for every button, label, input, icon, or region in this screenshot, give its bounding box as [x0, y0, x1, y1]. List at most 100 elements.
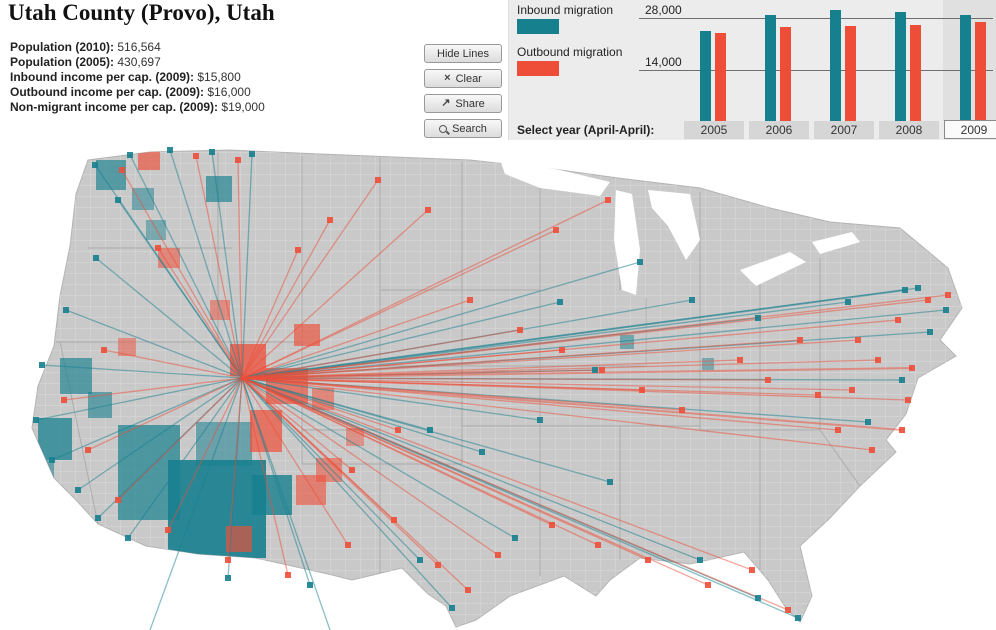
- bar-inbound-2009[interactable]: [960, 15, 971, 121]
- destination-county-outbound[interactable]: [119, 167, 125, 173]
- destination-county-outbound[interactable]: [295, 247, 301, 253]
- year-tab-2007[interactable]: 2007: [814, 121, 874, 139]
- destination-county-inbound[interactable]: [225, 575, 231, 581]
- county-region[interactable]: [28, 460, 54, 494]
- destination-county-outbound[interactable]: [285, 572, 291, 578]
- destination-county-outbound[interactable]: [85, 447, 91, 453]
- bar-outbound-2006[interactable]: [780, 27, 791, 121]
- county-region[interactable]: [132, 188, 154, 210]
- destination-county-outbound[interactable]: [327, 217, 333, 223]
- county-region[interactable]: [158, 248, 180, 268]
- destination-county-outbound[interactable]: [595, 542, 601, 548]
- destination-county-outbound[interactable]: [349, 467, 355, 473]
- destination-county-inbound[interactable]: [865, 419, 871, 425]
- county-region[interactable]: [206, 176, 232, 202]
- destination-county-inbound[interactable]: [307, 582, 313, 588]
- bar-outbound-2009[interactable]: [975, 22, 986, 121]
- destination-county-inbound[interactable]: [93, 255, 99, 261]
- destination-county-inbound[interactable]: [927, 329, 933, 335]
- county-region[interactable]: [38, 418, 72, 460]
- destination-county-inbound[interactable]: [755, 595, 761, 601]
- destination-county-inbound[interactable]: [902, 287, 908, 293]
- destination-county-outbound[interactable]: [909, 365, 915, 371]
- destination-county-outbound[interactable]: [425, 207, 431, 213]
- destination-county-outbound[interactable]: [549, 522, 555, 528]
- bar-inbound-2008[interactable]: [895, 12, 906, 121]
- destination-county-outbound[interactable]: [705, 582, 711, 588]
- share-button[interactable]: ↗ Share: [424, 94, 502, 113]
- destination-county-outbound[interactable]: [737, 357, 743, 363]
- destination-county-outbound[interactable]: [895, 317, 901, 323]
- destination-county-outbound[interactable]: [645, 557, 651, 563]
- us-county-map[interactable]: [0, 130, 996, 630]
- destination-county-outbound[interactable]: [849, 387, 855, 393]
- destination-county-inbound[interactable]: [167, 147, 173, 153]
- bar-inbound-2005[interactable]: [700, 31, 711, 121]
- destination-county-outbound[interactable]: [765, 377, 771, 383]
- destination-county-outbound[interactable]: [517, 327, 523, 333]
- bar-inbound-2006[interactable]: [765, 15, 776, 121]
- bar-inbound-2007[interactable]: [830, 10, 841, 121]
- destination-county-inbound[interactable]: [39, 362, 45, 368]
- search-button[interactable]: Search: [424, 119, 502, 138]
- destination-county-inbound[interactable]: [795, 615, 801, 621]
- destination-county-outbound[interactable]: [875, 357, 881, 363]
- destination-county-outbound[interactable]: [559, 347, 565, 353]
- county-region[interactable]: [296, 475, 326, 505]
- destination-county-outbound[interactable]: [835, 427, 841, 433]
- destination-county-outbound[interactable]: [925, 297, 931, 303]
- destination-county-outbound[interactable]: [155, 245, 161, 251]
- year-tab-2008[interactable]: 2008: [879, 121, 939, 139]
- destination-county-outbound[interactable]: [553, 227, 559, 233]
- destination-county-inbound[interactable]: [417, 557, 423, 563]
- destination-county-outbound[interactable]: [815, 392, 821, 398]
- destination-county-inbound[interactable]: [537, 417, 543, 423]
- destination-county-outbound[interactable]: [797, 337, 803, 343]
- destination-county-inbound[interactable]: [449, 605, 455, 611]
- destination-county-outbound[interactable]: [395, 427, 401, 433]
- destination-county-outbound[interactable]: [467, 297, 473, 303]
- destination-county-outbound[interactable]: [905, 397, 911, 403]
- county-region[interactable]: [294, 324, 320, 346]
- destination-county-outbound[interactable]: [165, 527, 171, 533]
- destination-county-inbound[interactable]: [115, 197, 121, 203]
- destination-county-inbound[interactable]: [33, 417, 39, 423]
- county-region[interactable]: [118, 338, 136, 356]
- bar-outbound-2008[interactable]: [910, 25, 921, 121]
- destination-county-inbound[interactable]: [427, 427, 433, 433]
- destination-county-outbound[interactable]: [785, 607, 791, 613]
- destination-county-inbound[interactable]: [697, 557, 703, 563]
- destination-county-inbound[interactable]: [49, 457, 55, 463]
- destination-county-inbound[interactable]: [915, 285, 921, 291]
- destination-county-inbound[interactable]: [95, 515, 101, 521]
- destination-county-outbound[interactable]: [225, 557, 231, 563]
- destination-county-outbound[interactable]: [599, 367, 605, 373]
- destination-county-inbound[interactable]: [209, 149, 215, 155]
- destination-county-inbound[interactable]: [637, 259, 643, 265]
- destination-county-inbound[interactable]: [127, 152, 133, 158]
- destination-county-outbound[interactable]: [345, 542, 351, 548]
- destination-county-outbound[interactable]: [679, 407, 685, 413]
- county-region[interactable]: [60, 358, 92, 394]
- destination-county-inbound[interactable]: [755, 315, 761, 321]
- destination-county-outbound[interactable]: [465, 587, 471, 593]
- destination-county-inbound[interactable]: [249, 151, 255, 157]
- destination-county-inbound[interactable]: [592, 367, 598, 373]
- destination-county-inbound[interactable]: [63, 307, 69, 313]
- destination-county-outbound[interactable]: [235, 157, 241, 163]
- destination-county-outbound[interactable]: [605, 197, 611, 203]
- destination-county-outbound[interactable]: [375, 177, 381, 183]
- destination-county-outbound[interactable]: [193, 153, 199, 159]
- destination-county-outbound[interactable]: [391, 517, 397, 523]
- destination-county-inbound[interactable]: [899, 377, 905, 383]
- destination-county-inbound[interactable]: [689, 297, 695, 303]
- destination-county-inbound[interactable]: [943, 307, 949, 313]
- year-tab-2005[interactable]: 2005: [684, 121, 744, 139]
- destination-county-outbound[interactable]: [869, 447, 875, 453]
- destination-county-inbound[interactable]: [479, 449, 485, 455]
- clear-button[interactable]: × Clear: [424, 69, 502, 88]
- year-tab-2006[interactable]: 2006: [749, 121, 809, 139]
- destination-county-outbound[interactable]: [945, 292, 951, 298]
- county-region[interactable]: [230, 570, 252, 594]
- county-region[interactable]: [702, 358, 714, 370]
